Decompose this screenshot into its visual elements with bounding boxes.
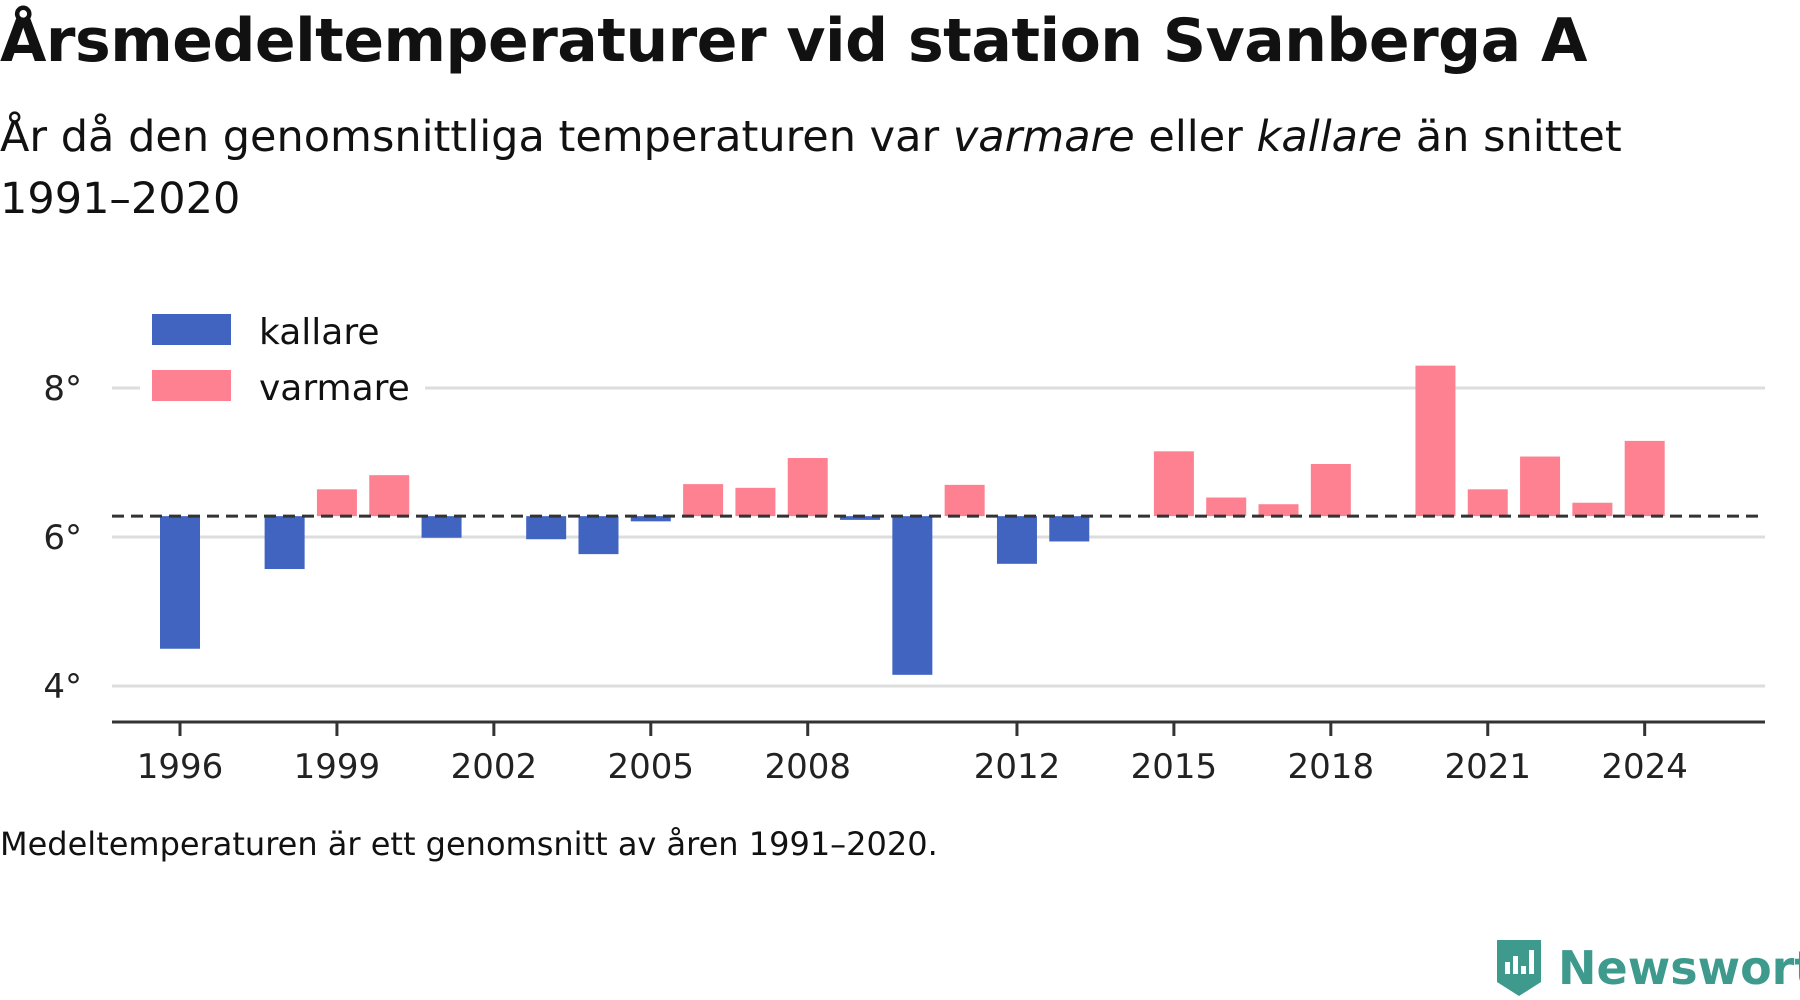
subtitle-text-1: År då den genomsnittliga temperaturen va…: [0, 112, 940, 162]
bar-2016: [1206, 497, 1247, 517]
bar-2010: [892, 516, 933, 675]
bars: [160, 365, 1665, 675]
bar-2017: [1258, 504, 1299, 517]
bar-2003: [526, 516, 567, 540]
bar-2013: [1049, 516, 1090, 542]
bar-2020: [1415, 365, 1456, 517]
brand-logo[interactable]: Newsworthy: [1494, 938, 1800, 998]
y-tick-label-4: 4°: [43, 667, 82, 707]
subtitle-cold-word: kallare: [1256, 112, 1403, 162]
x-tick-label-2002: 2002: [451, 747, 538, 787]
bar-2005: [630, 516, 671, 522]
x-tick-label-2012: 2012: [974, 747, 1061, 787]
bar-2015: [1153, 451, 1194, 517]
footnote: Medeltemperaturen är ett genomsnitt av å…: [0, 825, 938, 863]
bar-2018: [1310, 463, 1351, 517]
bar-1999: [316, 489, 357, 517]
bar-2023: [1572, 502, 1613, 517]
x-tick-label-2018: 2018: [1288, 747, 1375, 787]
bar-2000: [369, 475, 410, 517]
bar-chart: 1996 1999 2002 2005 2008 2012 2015 2018 2021 2024…: [43, 300, 1765, 787]
bar-2022: [1520, 456, 1561, 517]
x-axis-ticks: 1996 1999 2002 2005 2008 2012 2015 2018 2021 2024: [137, 722, 1688, 787]
subtitle-text-3: än snittet 1991–2020: [0, 112, 1622, 224]
bar-2004: [578, 516, 619, 555]
y-axis-labels: 4° 6° 8°: [43, 369, 82, 707]
bar-1998: [264, 516, 305, 570]
y-tick-label-8: 8°: [43, 369, 82, 409]
brand-name: Newsworthy: [1558, 941, 1800, 995]
x-tick-label-1999: 1999: [294, 747, 381, 787]
gridlines: [112, 386, 1765, 688]
chart-title: Årsmedeltemperaturer vid station Svanber…: [0, 6, 1587, 76]
subtitle-text-2: eller: [1148, 112, 1243, 162]
x-tick-label-2005: 2005: [608, 747, 695, 787]
bar-1996: [160, 516, 201, 649]
newsworthy-logo-icon: [1497, 940, 1541, 996]
bar-2011: [944, 484, 985, 517]
legend-label-kallare: kallare: [259, 312, 380, 353]
bar-2008: [787, 458, 828, 517]
subtitle-warm-word: varmare: [952, 112, 1135, 162]
bar-2006: [683, 484, 724, 517]
bar-2007: [735, 487, 776, 517]
bar-2021: [1467, 489, 1508, 517]
legend: kallare varmare: [140, 300, 425, 415]
chart-subtitle: År då den genomsnittliga temperaturen va…: [0, 106, 1760, 230]
legend-swatch-kallare: [152, 314, 231, 345]
y-tick-label-6: 6°: [43, 518, 82, 558]
legend-swatch-varmare: [152, 370, 231, 401]
bar-2024: [1624, 440, 1665, 517]
x-tick-label-2015: 2015: [1131, 747, 1218, 787]
bar-2009: [840, 516, 881, 520]
x-tick-label-1996: 1996: [137, 747, 224, 787]
x-tick-label-2021: 2021: [1444, 747, 1531, 787]
x-tick-label-2008: 2008: [764, 747, 851, 787]
x-tick-label-2024: 2024: [1601, 747, 1688, 787]
legend-label-varmare: varmare: [259, 368, 410, 409]
bar-2001: [421, 516, 462, 538]
bar-2012: [996, 516, 1037, 564]
